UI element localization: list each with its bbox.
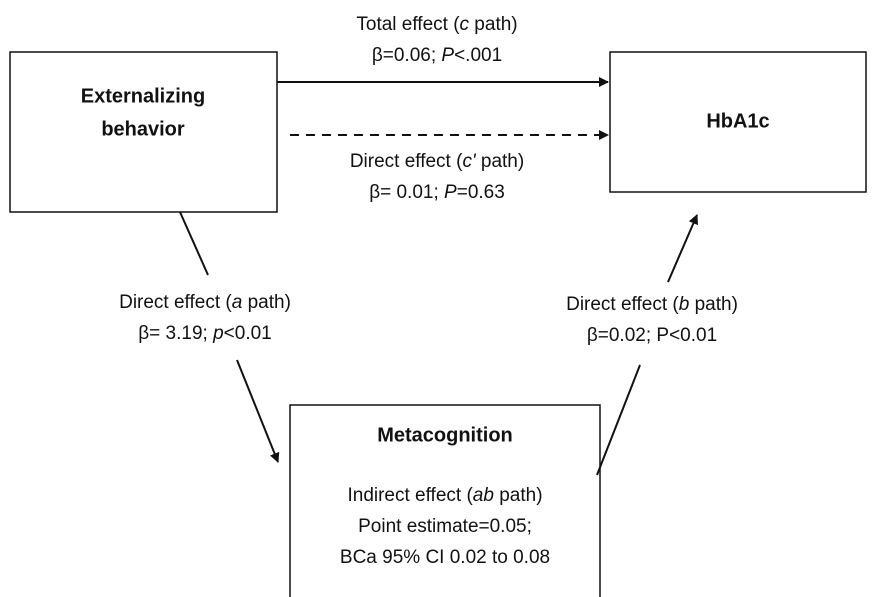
label-line: β= 0.01; P=0.63 [369,182,505,203]
text-run: b [679,294,690,315]
label-line: Total effect (c path) [356,14,517,35]
label-line: β=0.06; P<.001 [372,45,502,66]
text-run: Direct effect ( [350,151,463,172]
text-run: P [441,45,454,66]
label-line: β= 3.19; p<0.01 [138,323,272,344]
text-run: β= 0.01; [369,182,444,203]
text-run: =0.63 [457,182,505,203]
text-run: path) [494,485,543,506]
arrow [667,214,699,283]
text-run: β=0.06; [372,45,442,66]
text-run: c [460,14,470,35]
text-run: Direct effect ( [119,292,232,313]
text-run: Point estimate=0.05; [358,516,532,537]
label-line: Direct effect (b path) [566,294,738,315]
node-label: Metacognition [377,424,513,446]
node-box [609,51,867,193]
label-line: BCa 95% CI 0.02 to 0.08 [340,547,550,568]
text-run: β= 3.19; [138,323,213,344]
text-run: path) [476,151,525,172]
connector [179,211,209,276]
text-run: Total effect ( [356,14,460,35]
text-run: a [232,292,243,313]
node-box [289,404,601,597]
label-line: β=0.02; P<0.01 [587,325,717,346]
text-run: <.001 [454,45,502,66]
text-run: path) [242,292,291,313]
label-line: Indirect effect (ab path) [347,485,542,506]
text-run: Direct effect ( [566,294,679,315]
labels: Externalizing behavior HbA1c Metacognition I… [81,14,770,568]
text-run: c' [462,151,477,172]
label-line: Direct effect (a path) [119,292,291,313]
label-line: Point estimate=0.05; [358,516,532,537]
node-label: Externalizing [81,85,205,107]
text-run: ab [473,485,494,506]
text-run: <0.01 [224,323,272,344]
text-run: p [212,323,224,344]
node-label: HbA1c [706,110,769,132]
text-run: BCa 95% CI 0.02 to 0.08 [340,547,550,568]
label-line: Direct effect (c' path) [350,151,524,172]
node-label: behavior [101,118,185,140]
text-run: path) [469,14,518,35]
text-run: path) [689,294,738,315]
connector [596,364,641,476]
text-run: β=0.02; P<0.01 [587,325,717,346]
node-box [9,51,278,213]
arrow [236,359,280,463]
text-run: P [444,182,457,203]
text-run: Indirect effect ( [347,485,473,506]
